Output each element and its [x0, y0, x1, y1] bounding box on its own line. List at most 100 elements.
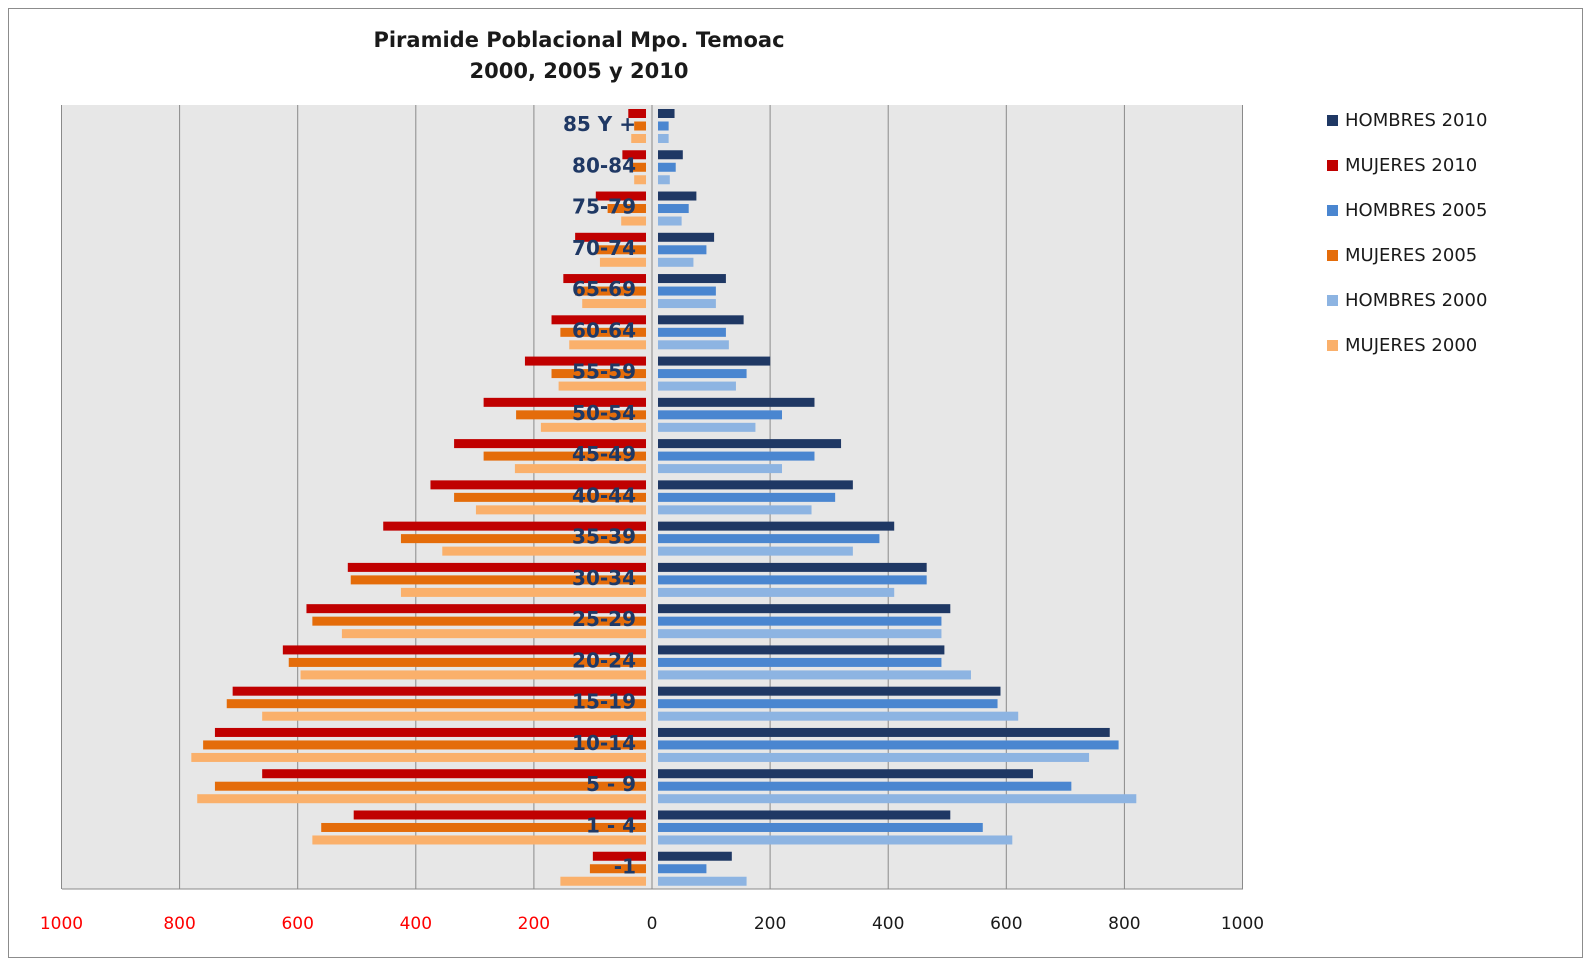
bar-mujeres-2000 [262, 711, 646, 721]
bar-mujeres-2005 [454, 492, 646, 502]
bar-mujeres-2000 [341, 629, 646, 639]
bar-hombres-2005 [658, 245, 707, 255]
bar-mujeres-2000 [540, 422, 646, 432]
bar-mujeres-2010 [524, 356, 646, 366]
bar-hombres-2000 [658, 134, 669, 143]
bar-mujeres-2000 [191, 752, 646, 762]
x-tick-label: 800 [163, 914, 195, 934]
bar-hombres-2005 [658, 204, 689, 214]
bar-hombres-2005 [658, 575, 927, 585]
bar-hombres-2005 [658, 286, 716, 296]
bar-mujeres-2000 [400, 587, 646, 597]
bar-hombres-2010 [658, 191, 697, 201]
bar-hombres-2010 [658, 439, 842, 449]
category-label: 60-64 [572, 318, 636, 342]
bar-mujeres-2005 [321, 822, 646, 832]
x-tick-label: 800 [1108, 914, 1140, 934]
bar-hombres-2000 [658, 340, 729, 350]
bar-mujeres-2000 [631, 134, 646, 143]
bar-mujeres-2005 [312, 616, 646, 626]
legend-swatch [1327, 160, 1338, 171]
bar-mujeres-2010 [282, 645, 646, 655]
x-tick-label: 200 [754, 914, 786, 934]
bar-hombres-2010 [658, 315, 744, 325]
bar-hombres-2000 [658, 175, 670, 185]
legend-entry: MUJERES 2010 [1345, 155, 1477, 176]
bar-hombres-2000 [658, 299, 716, 309]
bar-hombres-2000 [658, 629, 942, 639]
bar-hombres-2010 [658, 604, 951, 614]
bar-mujeres-2005 [516, 410, 646, 420]
category-label: 65-69 [572, 277, 636, 301]
category-label: 20-24 [572, 648, 636, 672]
bar-mujeres-2005 [607, 204, 646, 214]
bar-hombres-2005 [658, 740, 1119, 750]
bar-hombres-2005 [658, 492, 836, 502]
bar-hombres-2005 [658, 162, 676, 172]
x-tick-label: 400 [400, 914, 432, 934]
bar-mujeres-2005 [350, 575, 646, 585]
category-label: -1 [614, 855, 636, 879]
bar-mujeres-2000 [514, 464, 646, 474]
bar-hombres-2000 [658, 546, 853, 556]
bar-hombres-2010 [658, 397, 815, 407]
bar-hombres-2005 [658, 121, 669, 131]
bar-hombres-2005 [658, 410, 783, 420]
bar-mujeres-2000 [475, 505, 646, 515]
bar-mujeres-2000 [300, 670, 646, 680]
bar-mujeres-2005 [595, 245, 646, 255]
chart-frame: 85 Y + 80-84 75-79 70-74 65-69 60-64 55-59 50-5… [8, 8, 1583, 958]
category-label: 55-59 [572, 360, 636, 384]
bar-mujeres-2000 [560, 876, 646, 886]
legend-swatch [1327, 250, 1338, 261]
bar-mujeres-2010 [262, 769, 646, 779]
bar-mujeres-2005 [214, 781, 646, 791]
bar-hombres-2010 [658, 810, 951, 820]
bar-hombres-2010 [658, 109, 675, 118]
bar-mujeres-2000 [197, 794, 646, 804]
category-label: 85 Y + [563, 112, 636, 136]
bar-mujeres-2005 [634, 121, 646, 131]
bar-hombres-2010 [658, 150, 683, 160]
bar-mujeres-2010 [232, 686, 646, 696]
legend: HOMBRES 2010 MUJERES 2010 HOMBRES 2005 MUJE… [1327, 110, 1487, 356]
bar-mujeres-2005 [551, 369, 646, 379]
bar-hombres-2010 [658, 562, 927, 572]
bar-hombres-2010 [658, 521, 895, 531]
bar-mujeres-2010 [592, 851, 646, 861]
bar-mujeres-2010 [306, 604, 646, 614]
bar-hombres-2010 [658, 480, 853, 490]
bar-mujeres-2010 [628, 109, 646, 118]
bar-hombres-2010 [658, 727, 1110, 737]
bars [191, 109, 1137, 886]
bar-mujeres-2000 [558, 381, 646, 391]
bar-hombres-2010 [658, 769, 1033, 779]
category-label: 70-74 [572, 236, 636, 260]
category-label: 30-34 [572, 566, 636, 590]
x-tick-label: 600 [281, 914, 313, 934]
chart-subtitle: 2000, 2005 y 2010 [470, 59, 689, 83]
bar-hombres-2000 [658, 587, 895, 597]
bar-hombres-2005 [658, 781, 1072, 791]
category-label: 40-44 [572, 483, 636, 507]
bar-hombres-2000 [658, 381, 736, 391]
chart-title: Piramide Poblacional Mpo. Temoac [373, 28, 784, 52]
category-label: 35-39 [572, 525, 636, 549]
bar-hombres-2000 [658, 876, 747, 886]
x-tick-label: 1000 [40, 914, 83, 934]
legend-swatch [1327, 115, 1338, 126]
bar-hombres-2005 [658, 534, 880, 544]
bar-mujeres-2005 [483, 451, 646, 461]
population-pyramid-chart: 85 Y + 80-84 75-79 70-74 65-69 60-64 55-59 50-5… [40, 28, 1488, 934]
category-label: 50-54 [572, 401, 636, 425]
grid-lines [61, 105, 1243, 890]
bar-hombres-2005 [658, 616, 942, 626]
bar-mujeres-2005 [226, 699, 646, 709]
bar-mujeres-2000 [442, 546, 646, 556]
legend-entry: HOMBRES 2010 [1345, 110, 1487, 131]
category-label: 25-29 [572, 607, 636, 631]
bar-mujeres-2010 [563, 274, 646, 284]
bar-hombres-2005 [658, 657, 942, 667]
bar-mujeres-2005 [575, 286, 646, 296]
bar-mujeres-2005 [589, 864, 646, 874]
